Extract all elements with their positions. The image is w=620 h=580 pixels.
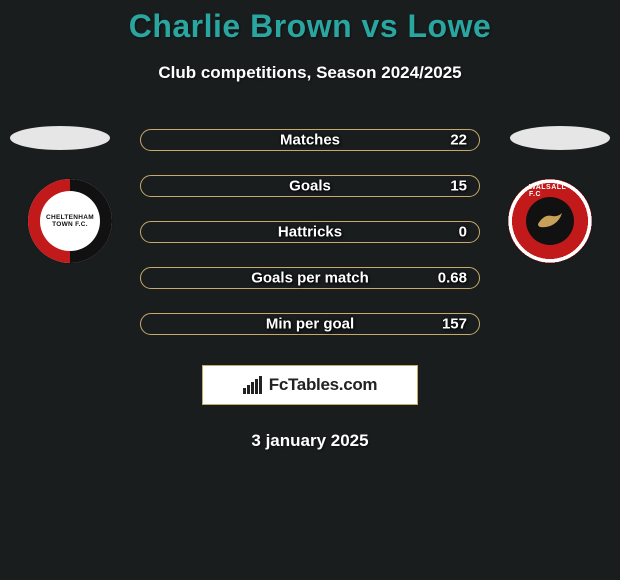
player-avatar-left <box>10 126 110 150</box>
stat-row: Hattricks 0 <box>140 221 480 243</box>
stat-value: 22 <box>450 132 467 149</box>
club-badge-right-label: WALSALL F.C <box>529 184 571 198</box>
stat-label: Goals <box>289 178 331 195</box>
stat-value: 157 <box>442 316 467 333</box>
stat-value: 0.68 <box>438 270 467 287</box>
stat-value: 0 <box>459 224 467 241</box>
stat-value: 15 <box>450 178 467 195</box>
club-badge-left-label: CHELTENHAM TOWN F.C. <box>46 214 94 228</box>
stat-label: Goals per match <box>251 270 369 287</box>
stat-row: Goals 15 <box>140 175 480 197</box>
date-label: 3 january 2025 <box>0 431 620 451</box>
stat-row: Matches 22 <box>140 129 480 151</box>
stat-row: Goals per match 0.68 <box>140 267 480 289</box>
club-badge-right: WALSALL F.C <box>508 179 592 263</box>
subtitle: Club competitions, Season 2024/2025 <box>0 63 620 83</box>
branding-badge: FcTables.com <box>202 365 418 405</box>
chart-bars-icon <box>243 376 263 394</box>
club-badge-left: CHELTENHAM TOWN F.C. <box>28 179 112 263</box>
bird-icon <box>536 210 564 232</box>
stat-label: Matches <box>280 132 340 149</box>
stat-label: Min per goal <box>266 316 354 333</box>
stat-label: Hattricks <box>278 224 342 241</box>
branding-text: FcTables.com <box>269 375 378 395</box>
page-title: Charlie Brown vs Lowe <box>0 0 620 45</box>
player-avatar-right <box>510 126 610 150</box>
stat-row: Min per goal 157 <box>140 313 480 335</box>
